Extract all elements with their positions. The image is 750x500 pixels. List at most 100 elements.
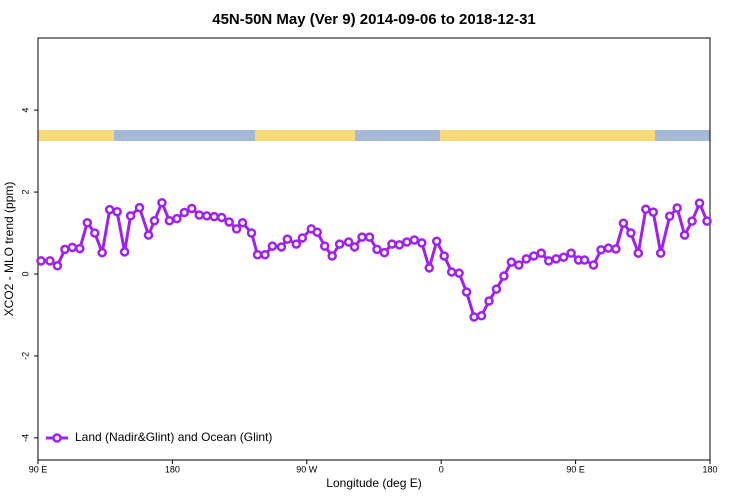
- data-point: [694, 198, 705, 208]
- data-point: [276, 242, 287, 252]
- legend: Land (Nadir&Glint) and Ocean (Glint): [46, 430, 272, 444]
- data-point: [334, 239, 345, 249]
- data-point: [89, 228, 100, 238]
- data-point: [387, 239, 397, 249]
- data-point: [424, 263, 435, 273]
- x-tick-label: 180: [165, 464, 180, 474]
- data-point: [246, 228, 257, 238]
- x-tick-label: 180: [702, 464, 717, 474]
- data-point: [446, 267, 457, 277]
- data-point: [319, 241, 330, 251]
- data-point: [349, 242, 360, 252]
- data-point: [312, 227, 323, 237]
- data-point: [461, 287, 472, 297]
- data-point: [603, 243, 614, 253]
- data-point: [172, 213, 182, 224]
- data-point: [618, 218, 629, 228]
- data-point: [179, 207, 190, 218]
- data-point: [224, 217, 234, 227]
- data-point: [209, 211, 219, 222]
- data-point: [579, 255, 590, 265]
- data-point: [655, 248, 666, 258]
- data-point: [648, 207, 659, 217]
- data-point: [216, 212, 227, 223]
- data-point: [260, 249, 270, 260]
- data-point: [672, 203, 682, 213]
- data-point: [119, 247, 130, 257]
- data-point: [543, 256, 554, 266]
- legend-label: Land (Nadir&Glint) and Ocean (Glint): [75, 430, 272, 444]
- data-point: [641, 204, 651, 215]
- data-point: [267, 241, 278, 251]
- data-point: [514, 260, 524, 270]
- data-point: [409, 235, 420, 245]
- data-point: [291, 239, 302, 249]
- data-point: [104, 204, 115, 215]
- data-point: [282, 234, 293, 244]
- y-tick-label: 4: [20, 108, 30, 113]
- data-point: [187, 203, 197, 214]
- chart-title: 45N-50N May (Ver 9) 2014-09-06 to 2018-1…: [212, 11, 536, 28]
- data-point: [499, 271, 509, 281]
- data-point: [149, 215, 160, 226]
- data-point: [536, 248, 547, 258]
- data-point: [469, 312, 479, 322]
- data-point: [566, 248, 576, 258]
- data-point: [521, 254, 532, 264]
- data-point: [45, 256, 55, 266]
- data-point: [687, 216, 697, 226]
- data-point: [237, 218, 248, 228]
- data-point: [551, 254, 561, 264]
- series-line: [40, 198, 709, 319]
- data-point: [588, 260, 599, 270]
- data-point: [343, 237, 354, 247]
- data-point: [454, 268, 464, 278]
- data-point: [75, 243, 85, 254]
- data-point: [558, 252, 569, 262]
- data-point: [372, 244, 382, 255]
- x-tick-label: 90 W: [296, 464, 318, 474]
- data-point: [112, 206, 122, 217]
- data-point: [611, 244, 621, 254]
- y-tick-label: 2: [20, 190, 30, 195]
- data-point: [67, 242, 78, 253]
- data-point: [431, 236, 442, 246]
- data-point: [379, 247, 390, 258]
- data-point: [143, 230, 154, 240]
- data-point: [626, 228, 636, 238]
- data-point: [82, 218, 93, 228]
- data-point: [297, 233, 308, 243]
- data-point: [702, 216, 712, 226]
- data-point: [52, 261, 63, 271]
- data-point: [125, 211, 136, 221]
- data-point: [394, 240, 405, 250]
- data-point: [134, 202, 145, 213]
- data-point: [36, 256, 46, 266]
- data-point: [484, 296, 494, 306]
- data-point: [679, 230, 690, 240]
- data-point: [164, 215, 175, 226]
- land-ocean-strip: [38, 130, 710, 141]
- legend-marker: [52, 433, 62, 443]
- y-tick-label: -2: [20, 352, 30, 360]
- data-point: [417, 238, 427, 248]
- y-tick-label: 0: [20, 271, 30, 276]
- data-point: [439, 251, 449, 261]
- x-tick-label: 0: [439, 464, 444, 474]
- plot-frame: [37, 37, 711, 461]
- data-point: [194, 210, 205, 220]
- data-point: [402, 237, 412, 247]
- data-point: [60, 244, 70, 255]
- data-point: [97, 247, 107, 258]
- data-point: [633, 248, 644, 258]
- data-point: [201, 211, 212, 221]
- data-point: [476, 311, 487, 321]
- data-point: [357, 232, 367, 242]
- x-tick-label: 90 E: [29, 464, 48, 474]
- data-point: [327, 251, 337, 261]
- y-tick-label: -4: [20, 434, 30, 442]
- data-point: [506, 257, 517, 267]
- data-point: [529, 251, 539, 261]
- y-axis-label: XCO2 - MLO trend (ppm): [2, 182, 16, 317]
